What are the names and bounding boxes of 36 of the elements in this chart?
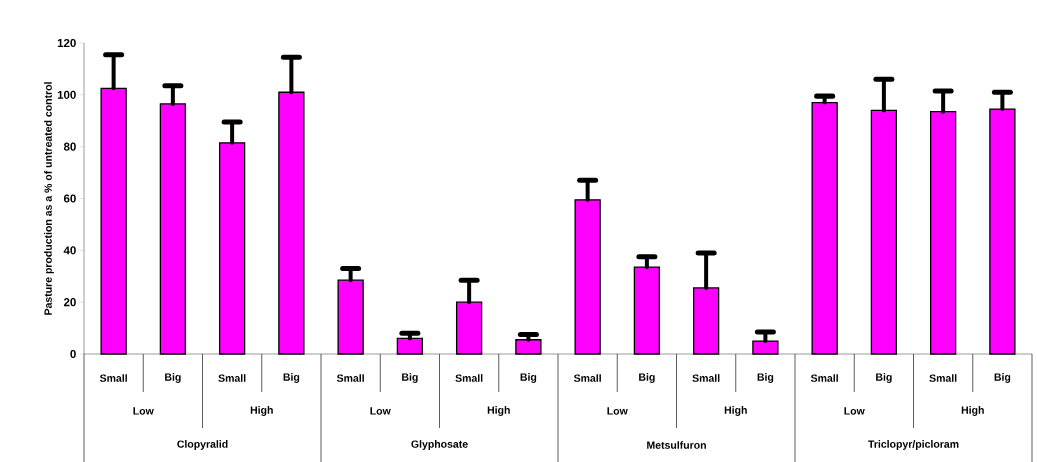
x-tick-label: Small <box>336 374 364 382</box>
text: Low <box>607 407 628 415</box>
x-tick-label: Big <box>402 373 418 383</box>
text: High <box>961 406 984 416</box>
x-tick-label: Small <box>218 374 246 382</box>
x-tick-label: Small <box>455 374 483 382</box>
text: High <box>250 406 273 416</box>
x-tick-label: Small <box>810 374 838 382</box>
text: Clopyralid <box>177 440 228 450</box>
x-tick-label: Big <box>165 373 181 383</box>
x-tick-label: Big <box>639 373 655 383</box>
x-tick-label: Small <box>573 374 601 382</box>
text: Triclopyr/picloram <box>868 440 959 450</box>
x-tick-label: Small <box>99 374 127 382</box>
text: High <box>724 406 747 416</box>
x-tick-label: Big <box>757 373 774 383</box>
text: High <box>487 406 510 416</box>
y-tick-label: 120 <box>57 38 76 48</box>
text: Low <box>133 407 154 415</box>
x-tick-label: Big <box>520 373 537 383</box>
x-tick-label: Small <box>929 374 957 382</box>
text: Metsulfuron <box>647 441 706 449</box>
text: Low <box>370 407 391 415</box>
y-tick-label: 100 <box>57 90 76 99</box>
text: Glyphosate <box>411 440 468 450</box>
y-tick-label: 80 <box>63 142 76 151</box>
x-tick-label: Big <box>994 373 1011 383</box>
y-tick-label: 0 <box>70 349 76 359</box>
y-tick-label: 20 <box>63 298 76 307</box>
x-tick-label: Big <box>283 373 300 383</box>
text: Low <box>844 407 865 415</box>
y-tick-label: 60 <box>63 194 76 203</box>
y-axis-title: Pasture production as a % of untreated control <box>44 82 54 315</box>
y-tick-label: 40 <box>63 246 76 255</box>
x-tick-label: Small <box>692 374 720 382</box>
x-tick-label: Big <box>876 373 892 383</box>
